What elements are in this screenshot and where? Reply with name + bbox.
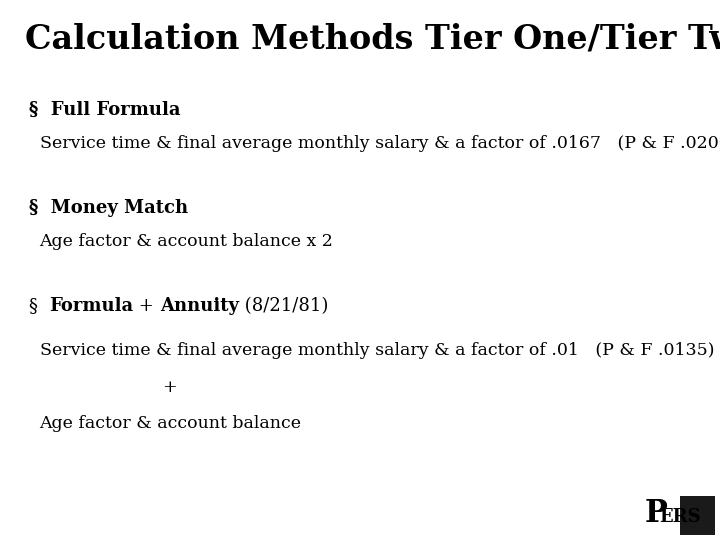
Text: ERS: ERS [659, 508, 701, 525]
Text: §: § [29, 298, 49, 315]
Text: +: + [162, 380, 176, 396]
Text: Age factor & account balance: Age factor & account balance [40, 415, 302, 432]
Text: Age factor & account balance x 2: Age factor & account balance x 2 [40, 233, 333, 251]
Text: §  Money Match: § Money Match [29, 199, 188, 217]
Text: +: + [133, 298, 160, 315]
Text: P: P [644, 498, 667, 529]
Text: Calculation Methods Tier One/Tier Two: Calculation Methods Tier One/Tier Two [25, 22, 720, 55]
Text: Service time & final average monthly salary & a factor of .0167   (P & F .0200): Service time & final average monthly sal… [40, 135, 720, 152]
Text: Formula: Formula [49, 298, 133, 315]
Text: (8/21/81): (8/21/81) [239, 298, 328, 315]
Text: 7: 7 [354, 507, 366, 525]
Text: Service time & final average monthly salary & a factor of .01   (P & F .0135): Service time & final average monthly sal… [40, 341, 714, 359]
Bar [680, 496, 715, 535]
Text: Annuity: Annuity [160, 298, 239, 315]
Text: §  Full Formula: § Full Formula [29, 101, 180, 119]
